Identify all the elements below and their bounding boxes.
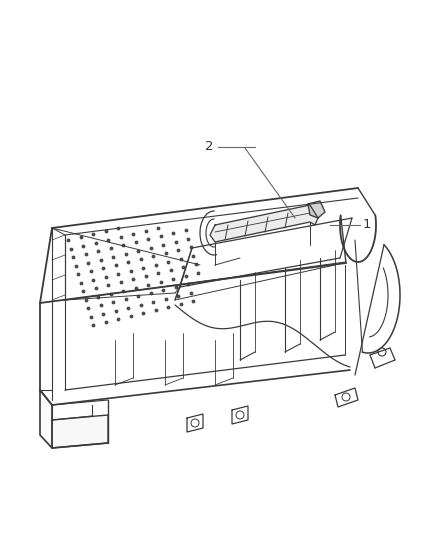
- Text: 2: 2: [205, 141, 214, 154]
- Polygon shape: [210, 205, 318, 242]
- Polygon shape: [308, 201, 325, 218]
- Polygon shape: [40, 390, 52, 448]
- Polygon shape: [52, 415, 108, 448]
- Text: 1: 1: [363, 217, 371, 230]
